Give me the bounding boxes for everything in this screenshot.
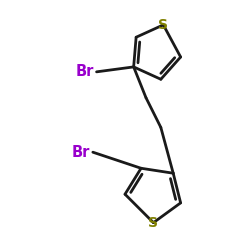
Text: Br: Br: [72, 145, 90, 160]
Text: S: S: [158, 18, 168, 32]
Text: S: S: [148, 216, 158, 230]
Text: Br: Br: [75, 64, 94, 79]
